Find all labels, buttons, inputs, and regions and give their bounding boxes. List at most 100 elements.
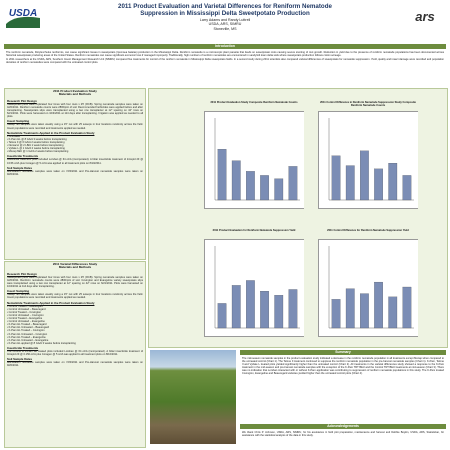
study-heading-line: 2011 Varietal Differences Study [52, 262, 98, 266]
block-line: • K-Pam HL @ 8 GA/A 3 weeks before trans… [7, 137, 67, 141]
chart-title: 2011 Product Evaluation for Reniform Nem… [212, 229, 296, 232]
block-line: • Vydate L @ 1 GA/A 2 weeks before trans… [7, 147, 65, 151]
bar [217, 303, 227, 329]
chart-title: 2011 Product Evaluation Study Composite … [210, 101, 298, 104]
bar [231, 285, 241, 329]
bar [288, 166, 298, 201]
field-photo [150, 350, 236, 444]
bar [388, 162, 398, 201]
block-line: • Control Treated – Beauregard [7, 304, 43, 308]
block-line: Mid-season nematode samples were taken o… [7, 169, 143, 176]
summary-text: The mid-season nematode samples in the p… [240, 356, 446, 424]
block-line: • Telone II @ 6 GA/A 2 weeks before tran… [7, 140, 65, 144]
block-heading: Insect Sampling [7, 289, 30, 294]
logo-left: USDA [9, 8, 37, 19]
chart-panel: 2011 Control Difference in Reniform Nema… [318, 100, 418, 210]
usda-logo-graphic: USDA [6, 8, 40, 28]
authors: Larry Adams and Randy Luttrell [199, 18, 251, 22]
chart-panel: 2011 Control Difference for Reniform Nem… [318, 228, 418, 338]
bar [360, 293, 369, 329]
bar [360, 150, 369, 201]
ack-heading: Acknowledgements [240, 424, 446, 429]
intro-text: The reniform nematode, Rotylenchulus ren… [4, 50, 446, 86]
study-varietal-box: 2011 Varietal Differences Study Materials… [4, 261, 146, 448]
bar [331, 299, 341, 329]
chart [318, 239, 418, 337]
block-heading: Nematicide Treatments Applied in the Pro… [7, 300, 95, 305]
block-line: Sweep net samples were taken weekly usin… [7, 293, 143, 300]
block-heading: Soil Sample Dates [7, 357, 33, 362]
block-line: Sweep net samples were taken weekly usin… [7, 123, 143, 130]
block-line: • K-Pam HL Treated – Covington [7, 329, 45, 333]
study-heading-line: Materials and Methods [58, 265, 92, 270]
block-line: • Control Untreated – Covington [7, 313, 44, 317]
usda-logo: USDA [4, 4, 42, 30]
block-line: • K-Pam HL Treated – Beauregard [7, 323, 47, 327]
study-heading-line: Materials and Methods [58, 92, 92, 97]
block-line: • Untreated [7, 134, 21, 138]
block-line: Insecticide treatment plots included Lor… [7, 158, 143, 165]
chart-panel: 2011 Product Evaluation for Reniform Nem… [204, 228, 304, 338]
title-line: Suppression in Mississippi Delta Sweetpo… [140, 10, 310, 17]
ack-text: We thank Chris P. Johnson, USDA, ARS, SI… [242, 431, 444, 438]
bar [260, 175, 269, 201]
block-line: • K-Pam HL Untreated – Covington [7, 332, 48, 336]
block-heading: Soil Sample Dates [7, 165, 33, 170]
study-body: Research Plot Design Sweetpotato plots we… [5, 97, 145, 177]
block-heading: Insecticide Treatments [7, 345, 39, 350]
study-heading: 2011 Varietal Differences Study Materials… [5, 262, 145, 270]
bar [345, 288, 355, 329]
block-line: • Control Treated – Covington [7, 310, 42, 314]
bar [374, 281, 383, 329]
bar [331, 155, 341, 201]
bar [274, 178, 284, 201]
summary-heading: Summary [240, 350, 446, 355]
bar [274, 295, 284, 329]
study-heading-line: 2011 Product Evaluation Study [53, 89, 97, 93]
chart [204, 111, 304, 209]
block-line: • Nemacur @ 2 LB/A 1 week before transpl… [7, 144, 64, 148]
bar [217, 149, 227, 201]
bar [246, 171, 255, 201]
block-line: • K-Pam HL Untreated – Evangeline [7, 338, 49, 342]
title-line: 2011 Product Evaluation and Varietal Dif… [118, 3, 332, 10]
bar [402, 175, 412, 201]
intro-paragraph: The reniform nematode, Rotylenchulus ren… [6, 51, 444, 58]
study-body: Research Plot Design Sweetpotato plots we… [5, 270, 145, 369]
ars-logo: ars [405, 4, 445, 30]
block-heading: Insect Sampling [7, 119, 30, 124]
chart-title: 2011 Control Difference in Reniform Nema… [320, 101, 416, 107]
block-line: • Control Treated – Evangeline [7, 317, 43, 321]
logo-right: ars [415, 9, 435, 24]
block-line: • Control Untreated – Beauregard [7, 307, 46, 311]
study-heading: 2011 Product Evaluation Study Materials a… [5, 89, 145, 97]
bar [231, 160, 241, 201]
block-line: • Control Untreated – Evangeline [7, 320, 45, 324]
chart-title: 2011 Control Difference for Reniform Nem… [327, 229, 409, 232]
ars-logo-graphic: ars [415, 9, 435, 24]
block-heading: Nematicide Treatments Applied in the Pro… [7, 130, 95, 135]
chart-panel: 2011 Product Evaluation Study Composite … [204, 100, 304, 210]
block-heading: Research Plot Design [7, 271, 37, 276]
block-line: Sweetpotato plots were replicated four t… [7, 275, 143, 289]
block-heading: Insecticide Treatments [7, 154, 39, 159]
affiliation: USDA, ARS, SIMRU [208, 22, 242, 27]
chart [318, 111, 418, 209]
bar [402, 286, 412, 329]
block-line: • K-Pam HL Treated – Evangeline [7, 335, 46, 339]
block-line: • Mocap 6EC @ 1 GA/A 2 weeks before tran… [7, 150, 69, 154]
intro-paragraph: In 2011 researchers at the USDA, ARS, So… [6, 58, 444, 65]
block-line: The Control & K-Pam HL treated plots inc… [7, 349, 143, 357]
block-heading: Research Plot Design [7, 98, 37, 103]
bar [388, 296, 398, 329]
logo-hill [6, 16, 40, 28]
bar [288, 289, 298, 329]
location: Stoneville, MS [213, 26, 237, 31]
study-2011-box: 2011 Product Evaluation Study Materials a… [4, 88, 146, 260]
bar [260, 290, 269, 329]
bar [345, 165, 355, 201]
bar [374, 168, 383, 201]
intro-heading: Introduction [4, 44, 446, 49]
bar [246, 280, 255, 329]
